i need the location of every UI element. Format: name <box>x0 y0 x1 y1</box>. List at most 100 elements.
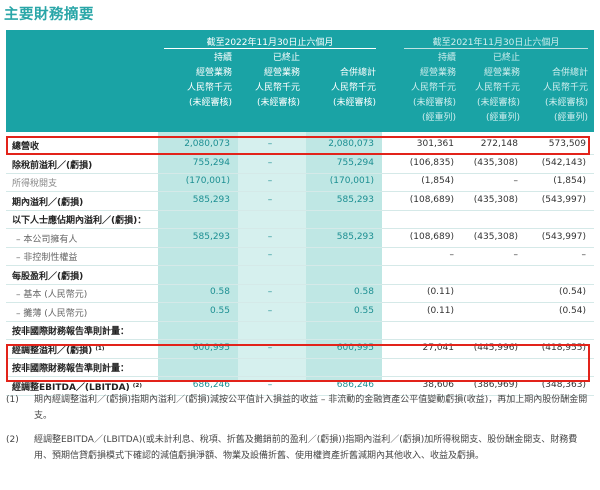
row-label: 以下人士應佔期內溢利／(虧損)： <box>12 216 147 226</box>
table-row: 經調整EBITDA／(LBITDA) ⁽²⁾ 686,246 – 686,246 38,… <box>6 377 594 396</box>
row-value: (108,689) <box>409 194 454 205</box>
row-value: 600,995 <box>336 342 374 353</box>
row-value: – <box>513 176 519 186</box>
column-header-line: (經重列) <box>485 113 520 123</box>
row-label: 期內溢利／(虧損) <box>12 197 84 208</box>
column-header-line: (未經審核) <box>188 98 232 108</box>
row-value: 686,246 <box>192 379 230 390</box>
row-value: (386,969) <box>473 379 518 390</box>
row-value: – <box>513 250 519 260</box>
table-row: – 非控制性權益 – – – – <box>6 247 594 266</box>
column-header-line: 人民幣千元 <box>542 83 588 93</box>
row-value: (170,001) <box>185 176 230 186</box>
column-header-line: 合併總計 <box>551 68 588 78</box>
row-label: 所得稅開支 <box>12 179 58 189</box>
column-header-line: 經營業務 <box>263 68 300 78</box>
row-label: – 非控制性權益 <box>16 253 78 263</box>
row-value: 755,294 <box>192 157 230 168</box>
table-row: 以下人士應佔期內溢利／(虧損)： <box>6 210 594 229</box>
row-value: 686,246 <box>336 379 374 390</box>
column-header-line: 合併總計 <box>339 68 376 78</box>
row-value: 585,293 <box>192 194 230 205</box>
column-header-line: 經營業務 <box>195 68 232 78</box>
footnote-1-text: 期內經調整溢利／(虧損)指期內溢利／(虧損)減按公平值計入損益的收益 – 非流動… <box>34 395 588 421</box>
column-header-line: (未經審核) <box>544 98 588 108</box>
row-value: 755,294 <box>336 157 374 168</box>
column-header-line: (經重列) <box>421 113 456 123</box>
column-header-line: 持續 <box>437 53 456 63</box>
row-value: (435,308) <box>473 157 518 168</box>
column-header-line: 人民幣千元 <box>330 83 376 93</box>
column-header-line: 人民幣千元 <box>474 83 520 93</box>
highlight-column-total <box>306 132 382 382</box>
row-value: 600,995 <box>192 342 230 353</box>
column-header-line: 經營業務 <box>483 68 520 78</box>
row-value: (1,854) <box>553 176 586 186</box>
row-value: 585,293 <box>192 231 230 242</box>
row-value: 0.58 <box>353 287 374 297</box>
row-value: 585,293 <box>336 194 374 205</box>
footnote-2-number: (2) <box>6 435 19 445</box>
column-header-line: (未經審核) <box>332 98 376 108</box>
row-label: 除稅前溢利／(虧損) <box>12 160 93 171</box>
table-row: – 攤薄 (人民幣元) 0.55 – 0.55 (0.11) (0.54) <box>6 303 594 322</box>
row-value: 38,606 <box>422 379 455 390</box>
table-row: 按非國際財務報告準則計量： <box>6 321 594 340</box>
row-label: – 本公司擁有人 <box>16 234 78 245</box>
row-value: – <box>267 250 273 260</box>
row-value: – <box>449 250 455 260</box>
column-header-line: 已終止 <box>492 53 520 63</box>
row-value: (435,308) <box>473 231 518 242</box>
column-header-line: 經營業務 <box>419 68 456 78</box>
column-header-line: (未經審核) <box>476 98 520 108</box>
table-row: 每股盈利／(虧損) <box>6 266 594 285</box>
row-value: (170,001) <box>329 176 374 186</box>
row-value: (106,835) <box>409 157 454 168</box>
highlight-column-continuing <box>158 132 238 382</box>
row-value: – <box>267 287 273 297</box>
table-row: – 本公司擁有人 585,293 – 585,293 (108,689) (435,308… <box>6 229 594 248</box>
row-value: 272,148 <box>480 139 518 149</box>
table-row: – 基本 (人民幣元) 0.58 – 0.58 (0.11) (0.54) <box>6 284 594 303</box>
row-value: (435,308) <box>473 194 518 205</box>
row-value: (0.54) <box>558 287 586 297</box>
row-value: 573,509 <box>548 139 586 149</box>
row-label: 按非國際財務報告準則計量： <box>12 327 130 337</box>
row-value: – <box>267 305 273 316</box>
row-value: – <box>267 194 273 205</box>
highlight-box-revenue <box>6 136 590 155</box>
column-header-line: (未經審核) <box>412 98 456 108</box>
row-value: – <box>267 231 273 242</box>
row-label: – 攤薄 (人民幣元) <box>16 308 88 319</box>
row-label: 每股盈利／(虧損) <box>12 271 84 282</box>
row-value: – <box>581 250 587 260</box>
column-header-line: 人民幣千元 <box>410 83 456 93</box>
row-value: (0.11) <box>426 305 454 316</box>
row-value: 2,080,073 <box>328 139 374 149</box>
table-row: 按非國際財務報告準則計量： <box>6 358 594 377</box>
row-value: 585,293 <box>336 231 374 242</box>
row-label: 經調整溢利／(虧損) ⁽¹⁾ <box>12 345 105 356</box>
table-row: 期內溢利／(虧損) 585,293 – 585,293 (108,689) (435,30… <box>6 192 594 211</box>
column-header-line: 人民幣千元 <box>254 83 300 93</box>
row-value: (543,997) <box>541 231 586 242</box>
row-value: (108,689) <box>409 231 454 242</box>
column-header-line: 人民幣千元 <box>186 83 232 93</box>
period-2021-header: 截至2021年11月30日止六個月 <box>432 38 560 48</box>
row-value: (0.54) <box>558 305 586 316</box>
row-value: (418,955) <box>541 342 586 353</box>
row-value: (1,854) <box>421 176 454 186</box>
row-value: 0.58 <box>209 287 230 297</box>
row-value: (348,363) <box>541 379 586 390</box>
row-value: (0.11) <box>426 287 454 297</box>
row-value: – <box>267 157 273 168</box>
period-2022-underline <box>164 48 376 49</box>
row-value: – <box>267 379 273 390</box>
row-value: (543,997) <box>541 194 586 205</box>
row-value: (445,996) <box>473 342 518 353</box>
row-label: – 基本 (人民幣元) <box>16 290 88 300</box>
column-header-line: 持續 <box>213 53 232 63</box>
row-value: 2,080,073 <box>184 139 230 149</box>
table-row: 所得稅開支 (170,001) – (170,001) (1,854) – (1,854) <box>6 173 594 192</box>
row-label: 按非國際財務報告準則計量： <box>12 364 130 374</box>
